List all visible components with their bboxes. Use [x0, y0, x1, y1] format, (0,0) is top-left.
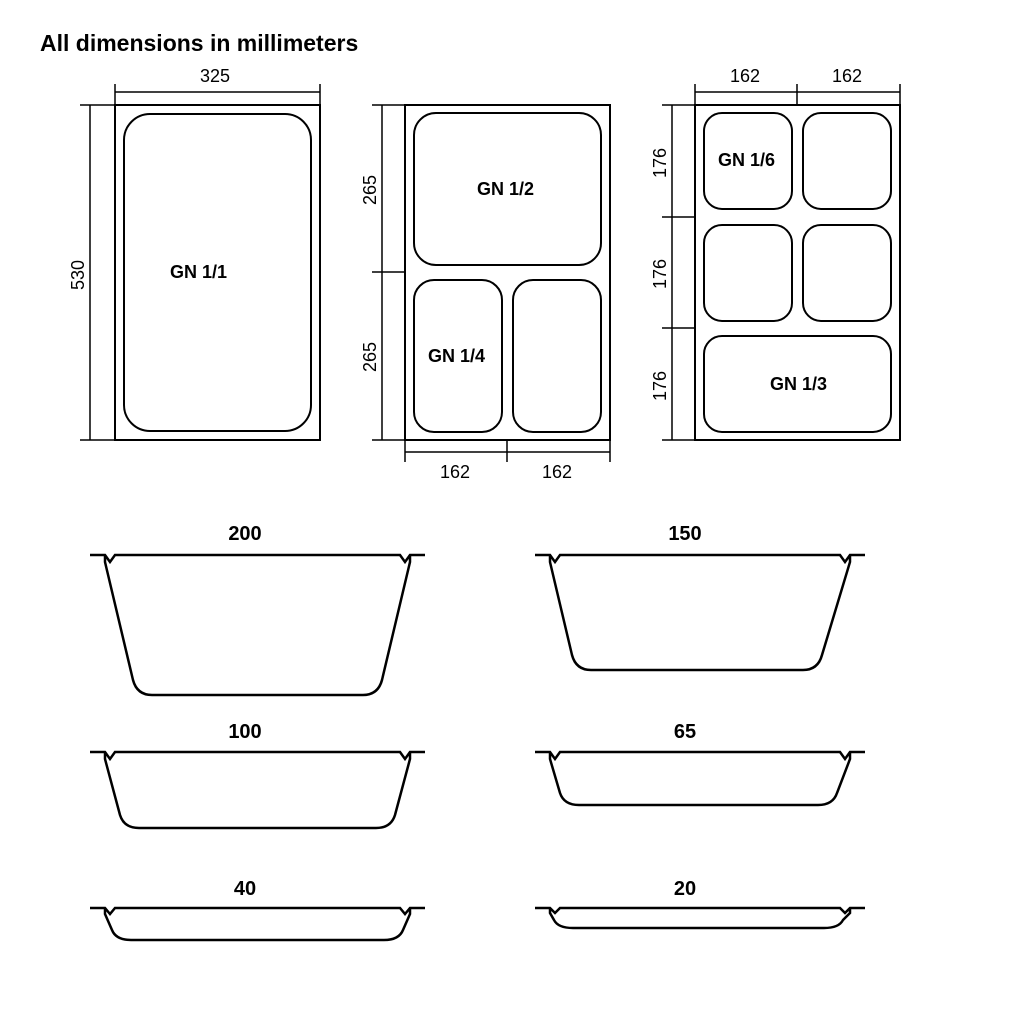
- svg-text:100: 100: [228, 721, 261, 743]
- svg-text:162: 162: [542, 462, 572, 482]
- svg-text:200: 200: [228, 523, 261, 545]
- dim-162-top: 162 162: [695, 66, 900, 105]
- svg-text:20: 20: [674, 878, 696, 900]
- dim-530: 530: [68, 105, 115, 440]
- svg-text:162: 162: [440, 462, 470, 482]
- svg-text:162: 162: [832, 66, 862, 86]
- gn14-label: GN 1/4: [428, 346, 485, 366]
- svg-text:325: 325: [200, 66, 230, 86]
- pan-65: 65: [535, 721, 865, 805]
- pan-40: 40: [90, 878, 425, 940]
- dim-265-bot: 265: [360, 272, 405, 440]
- gn11-label: GN 1/1: [170, 262, 227, 282]
- pan-100: 100: [90, 721, 425, 828]
- gn16-label: GN 1/6: [718, 150, 775, 170]
- pan-20: 20: [535, 878, 865, 928]
- svg-text:265: 265: [360, 342, 380, 372]
- gn13-label: GN 1/3: [770, 374, 827, 394]
- gn11-diagram: GN 1/1 325 530: [68, 66, 320, 440]
- dim-162-l: 162 162: [405, 440, 610, 482]
- dim-325: 325: [115, 66, 320, 105]
- diagram-canvas: GN 1/1 325 530 GN 1/2 GN 1/4: [0, 0, 1024, 1024]
- gn16-diagram: GN 1/6 GN 1/3 162 162 176 176 176: [650, 66, 900, 440]
- svg-text:265: 265: [360, 175, 380, 205]
- svg-text:65: 65: [674, 721, 696, 743]
- dim-176: 176 176 176: [650, 105, 695, 440]
- svg-text:176: 176: [650, 148, 670, 178]
- svg-text:176: 176: [650, 371, 670, 401]
- svg-text:162: 162: [730, 66, 760, 86]
- gn12-label: GN 1/2: [477, 179, 534, 199]
- pan-200: 200: [90, 523, 425, 695]
- gn12-diagram: GN 1/2 GN 1/4 265 265 162 162: [360, 105, 610, 482]
- svg-text:150: 150: [668, 523, 701, 545]
- dim-265-top: 265: [360, 105, 405, 272]
- pan-150: 150: [535, 523, 865, 670]
- svg-text:176: 176: [650, 259, 670, 289]
- svg-text:530: 530: [68, 260, 88, 290]
- svg-text:40: 40: [234, 878, 256, 900]
